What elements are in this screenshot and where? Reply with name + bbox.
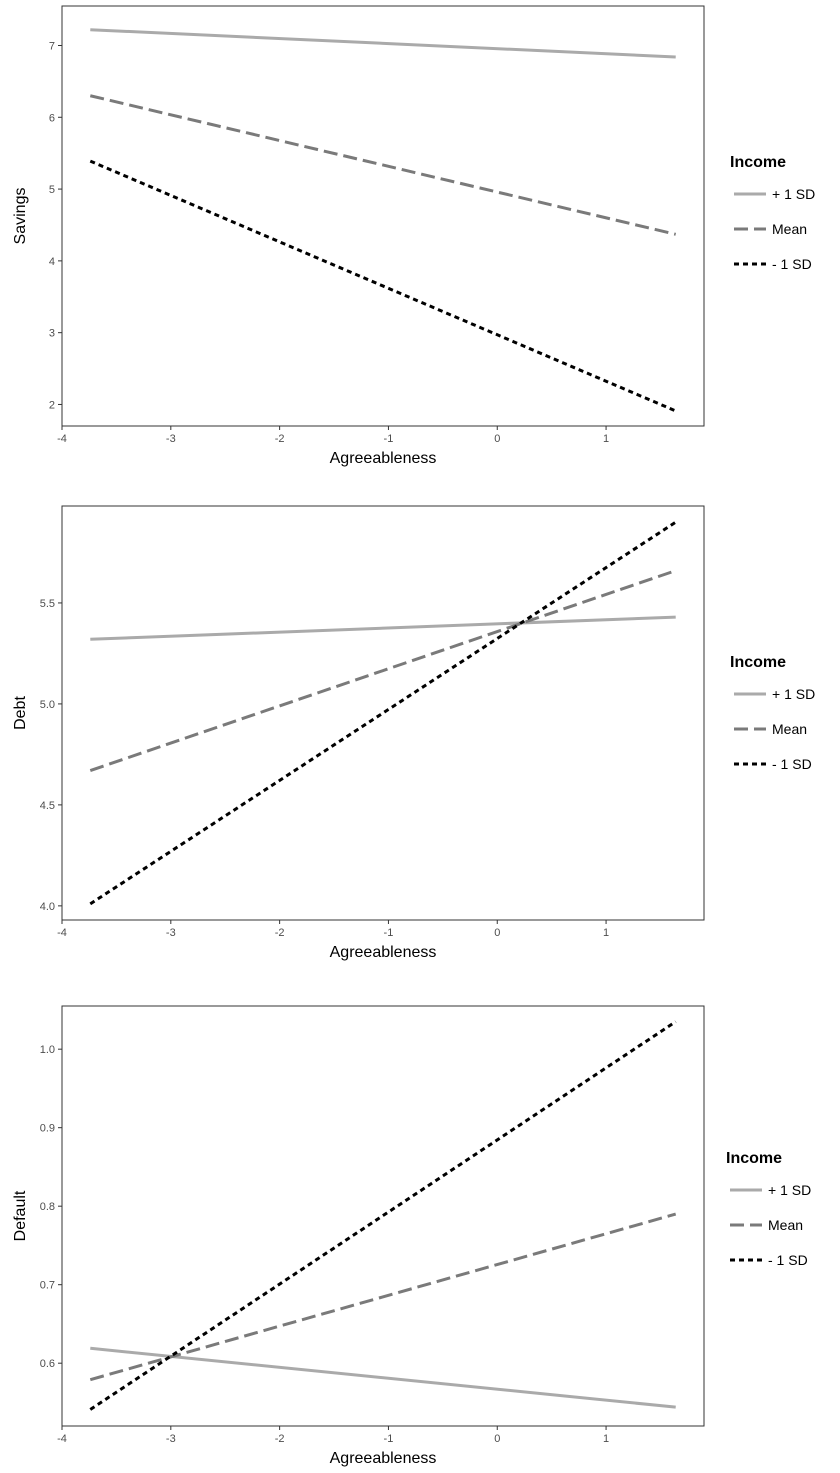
x-axis-title: Agreeableness (330, 450, 437, 467)
x-tick-label: -1 (384, 433, 394, 445)
legend-title: Income (726, 1150, 782, 1167)
series-line-minus-1-sd (89, 159, 677, 413)
legend-label: Mean (772, 721, 807, 737)
legend-label: + 1 SD (768, 1182, 811, 1198)
x-tick-label: -2 (275, 927, 285, 939)
x-tick-label: 0 (494, 1433, 500, 1445)
y-tick-label: 4 (49, 256, 55, 268)
y-tick-label: 3 (49, 328, 55, 340)
x-tick-label: 1 (603, 1433, 609, 1445)
series-line-mean (89, 569, 677, 772)
x-tick-label: -4 (57, 433, 67, 445)
x-tick-label: 1 (603, 433, 609, 445)
x-tick-label: 0 (494, 433, 500, 445)
x-tick-label: -2 (275, 433, 285, 445)
series-line-plus-1-sd (90, 28, 676, 59)
chart-panel-1: -4 -3 -2 -1 0 1 2 3 4 5 6 7 Agreeableness Savings Inco… (12, 5, 815, 467)
y-tick-label: 4.5 (40, 800, 55, 812)
y-tick-label: 0.7 (40, 1280, 55, 1292)
series-line-mean (89, 94, 677, 236)
x-tick-label: -3 (166, 433, 176, 445)
x-axis-title: Agreeableness (330, 944, 437, 961)
legend-title: Income (730, 154, 786, 171)
x-tick-label: -4 (57, 927, 67, 939)
x-axis-title: Agreeableness (330, 1450, 437, 1467)
y-tick-label: 0.9 (40, 1123, 55, 1135)
y-tick-label: 1.0 (40, 1044, 55, 1056)
y-tick-label: 5 (49, 184, 55, 196)
legend-title: Income (730, 654, 786, 671)
y-tick-label: 0.6 (40, 1358, 55, 1370)
x-tick-label: 1 (603, 927, 609, 939)
legend-label: + 1 SD (772, 686, 815, 702)
y-axis-title: Savings (12, 188, 29, 245)
x-tick-label: -1 (384, 1433, 394, 1445)
legend-label: - 1 SD (772, 756, 812, 772)
x-tick-label: -3 (166, 1433, 176, 1445)
y-tick-label: 4.0 (40, 901, 55, 913)
y-tick-label: 6 (49, 112, 55, 124)
legend: Income + 1 SD Mean - 1 SD (730, 654, 815, 772)
x-tick-label: -2 (275, 1433, 285, 1445)
series-line-plus-1-sd (90, 615, 676, 641)
legend-label: - 1 SD (768, 1252, 808, 1268)
y-tick-label: 0.8 (40, 1201, 55, 1213)
chart-panel-3: -4 -3 -2 -1 0 1 0.6 0.7 0.8 0.9 1.0 Agreeableness De… (12, 1005, 811, 1467)
y-axis-title: Default (12, 1190, 29, 1241)
y-tick-label: 7 (49, 40, 55, 52)
legend: Income + 1 SD Mean - 1 SD (730, 154, 815, 272)
y-tick-label: 5.5 (40, 598, 55, 610)
series-line-plus-1-sd (90, 1346, 676, 1409)
legend-label: - 1 SD (772, 256, 812, 272)
x-tick-label: 0 (494, 927, 500, 939)
series-line-mean (89, 1212, 677, 1382)
legend-label: + 1 SD (772, 186, 815, 202)
y-tick-label: 5.0 (40, 699, 55, 711)
x-tick-label: -4 (57, 1433, 67, 1445)
x-tick-label: -1 (384, 927, 394, 939)
legend: Income + 1 SD Mean - 1 SD (726, 1150, 811, 1268)
x-tick-label: -3 (166, 927, 176, 939)
panel-border (61, 5, 705, 427)
legend-label: Mean (768, 1217, 803, 1233)
series-line-minus-1-sd (89, 1020, 677, 1411)
y-tick-label: 2 (49, 399, 55, 411)
chart-panel-2: -4 -3 -2 -1 0 1 4.0 4.5 5.0 5.5 Agreeableness Debt I… (12, 505, 815, 961)
legend-label: Mean (772, 221, 807, 237)
y-axis-title: Debt (12, 696, 29, 730)
